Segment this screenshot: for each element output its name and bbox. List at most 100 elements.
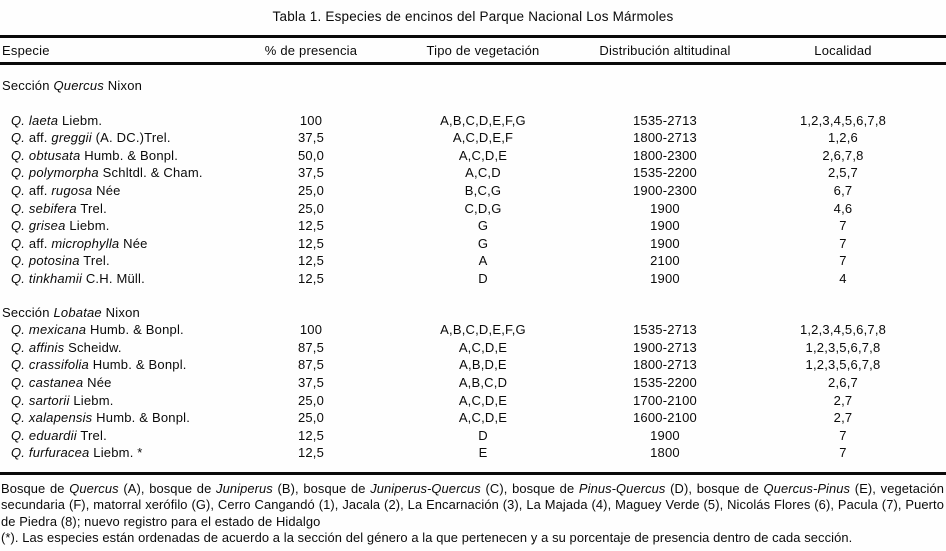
species-cell: Q. sebifera Trel.	[0, 200, 246, 218]
localidad-cell: 4	[839, 270, 847, 286]
table-row: Q. crassifolia Humb. & Bonpl. 87,5 A,B,D,E…	[0, 356, 946, 374]
plain-text: Scheidw.	[64, 339, 122, 355]
italic-text: Lobatae	[53, 304, 102, 320]
presencia-cell: 25,0	[297, 200, 325, 216]
column-header-especie: Especie	[0, 35, 246, 65]
vegetacion-cell: A,C,D,E	[458, 339, 508, 355]
italic-text: Quercus	[69, 480, 119, 496]
section-header: Sección Quercus Nixon	[0, 77, 946, 95]
section-gap	[0, 288, 946, 304]
column-header-presencia: % de presencia	[246, 35, 376, 65]
vegetacion-cell: A,B,C,D	[458, 374, 508, 390]
plain-text: (*). Las especies están ordenadas de acu…	[1, 530, 853, 546]
vegetacion-cell: B,C,G	[464, 182, 502, 198]
italic-text: Q. mexicana	[11, 322, 87, 338]
presencia-cell: 25,0	[297, 410, 325, 426]
plain-text: Schltdl. & Cham.	[98, 165, 203, 181]
presencia-cell: 37,5	[297, 374, 325, 390]
species-cell: Q. eduardii Trel.	[0, 427, 246, 445]
table-row: Q. aff. rugosa Née 25,0 B,C,G 1900-2300 6,7	[0, 182, 946, 200]
localidad-cell: 4,6	[833, 200, 853, 216]
altitud-cell: 1800-2713	[633, 357, 697, 373]
presencia-cell: 50,0	[297, 147, 325, 163]
table-row: Q. furfuracea Liebm. * 12,5 E 1800 7	[0, 444, 946, 462]
table-row: Q. xalapensis Humb. & Bonpl. 25,0 A,C,D,E 1…	[0, 409, 946, 427]
vegetacion-cell: A,C,D,E	[458, 147, 508, 163]
table-row: Q. eduardii Trel. 12,5 D 1900 7	[0, 427, 946, 445]
table-row: Q. aff. microphylla Née 12,5 G 1900 7	[0, 235, 946, 253]
table-row: Q. sebifera Trel. 25,0 C,D,G 1900 4,6	[0, 200, 946, 218]
plain-text: aff.	[25, 235, 52, 251]
table-row: Q. sartorii Liebm. 25,0 A,C,D,E 1700-2100 2,…	[0, 392, 946, 410]
localidad-cell: 1,2,3,5,6,7,8	[805, 339, 881, 355]
presencia-cell: 12,5	[297, 218, 325, 234]
presencia-cell: 12,5	[297, 235, 325, 251]
table-header: Especie % de presencia Tipo de vegetació…	[0, 35, 946, 65]
altitud-cell: 1900	[650, 218, 680, 234]
vegetacion-cell: C,D,G	[464, 200, 502, 216]
presencia-cell: 87,5	[297, 357, 325, 373]
species-cell: Q. sartorii Liebm.	[0, 392, 246, 410]
altitud-cell: 1535-2200	[633, 374, 697, 390]
species-cell: Q. obtusata Humb. & Bonpl.	[0, 147, 246, 165]
plain-text: Liebm.	[69, 392, 114, 408]
italic-text: Quercus	[53, 78, 104, 93]
presencia-cell: 12,5	[297, 270, 325, 286]
plain-text: Humb. & Bonpl.	[88, 357, 187, 373]
italic-text: Pinus-Quercus	[578, 480, 666, 496]
species-cell: Q. aff. greggii (A. DC.)Trel.	[0, 129, 246, 147]
table-row: Q. castanea Née 37,5 A,B,C,D 1535-2200 2,6,7	[0, 374, 946, 392]
section-header-row: Sección Quercus Nixon	[0, 77, 946, 95]
localidad-cell: 2,6,7,8	[822, 147, 864, 163]
presencia-cell: 37,5	[297, 165, 325, 181]
species-cell: Q. aff. rugosa Née	[0, 182, 246, 200]
plain-text: (A), bosque de	[118, 480, 217, 496]
italic-text: Q. sartorii	[11, 392, 70, 408]
localidad-cell: 2,7	[833, 392, 853, 408]
italic-text: Q. obtusata	[11, 147, 81, 163]
italic-text: microphylla	[51, 235, 120, 251]
altitud-cell: 2100	[650, 253, 680, 269]
species-table: Especie % de presencia Tipo de vegetació…	[0, 35, 946, 472]
localidad-cell: 1,2,3,4,5,6,7,8	[799, 112, 887, 128]
table-row: Q. grisea Liebm. 12,5 G 1900 7	[0, 217, 946, 235]
altitud-cell: 1800	[650, 445, 680, 461]
plain-text: (B), bosque de	[272, 480, 371, 496]
presencia-cell: 37,5	[297, 130, 325, 146]
vegetacion-cell: A,B,C,D,E,F,G	[440, 112, 526, 128]
italic-text: Q. furfuracea	[11, 445, 90, 461]
table-row: Q. obtusata Humb. & Bonpl. 50,0 A,C,D,E 180…	[0, 147, 946, 165]
species-cell: Q. potosina Trel.	[0, 252, 246, 270]
localidad-cell: 7	[839, 218, 847, 234]
italic-text: greggii	[51, 130, 92, 146]
plain-text: aff.	[25, 130, 52, 146]
vegetacion-cell: E	[478, 445, 488, 461]
plain-text: Née	[119, 235, 148, 251]
italic-text: Q. grisea	[11, 218, 66, 234]
vegetacion-cell: G	[477, 218, 489, 234]
species-cell: Q. laeta Liebm.	[0, 112, 246, 130]
section-header-gap	[0, 95, 946, 112]
italic-text: Q.	[11, 235, 26, 251]
plain-text: (C), bosque de	[480, 480, 579, 496]
plain-text: Liebm.	[65, 218, 110, 234]
section-header-row: Sección Lobatae Nixon	[0, 304, 946, 322]
italic-text: Q. crassifolia	[11, 357, 89, 373]
vegetacion-cell: A,C,D,E,F	[452, 130, 514, 146]
italic-text: Q. xalapensis	[11, 410, 93, 426]
table-title: Tabla 1. Especies de encinos del Parque …	[272, 9, 674, 24]
plain-text: Trel.	[76, 427, 107, 443]
localidad-cell: 2,7	[833, 410, 853, 426]
species-cell: Q. crassifolia Humb. & Bonpl.	[0, 356, 246, 374]
table-row: Q. laeta Liebm. 100 A,B,C,D,E,F,G 1535-2713…	[0, 112, 946, 130]
species-cell: Q. tinkhamii C.H. Müll.	[0, 270, 246, 288]
altitud-cell: 1600-2100	[633, 410, 697, 426]
italic-text: Q. sebifera	[11, 200, 77, 216]
column-header-altitud: Distribución altitudinal	[590, 35, 740, 65]
table-bottom-gap	[0, 462, 946, 472]
footnote-paragraph: Bosque de Quercus (A), bosque de Juniper…	[1, 481, 944, 530]
vegetacion-cell: D	[478, 270, 488, 286]
plain-text: Nixon	[101, 304, 140, 320]
table-row: Q. mexicana Humb. & Bonpl. 100 A,B,C,D,E,F…	[0, 321, 946, 339]
